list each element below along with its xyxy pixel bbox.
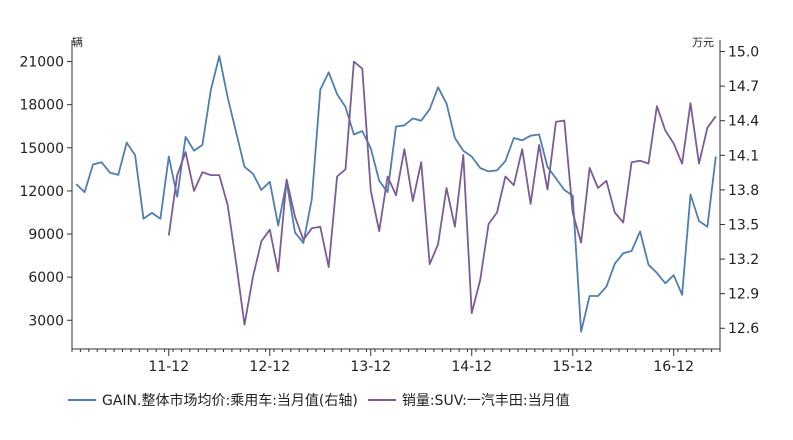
- x-axis-tick-label: 11-12: [148, 359, 189, 375]
- legend-item-avg-price: GAIN.整体市场均价:乘用车:当月值(右轴): [68, 390, 358, 410]
- x-axis-tick-label: 12-12: [249, 359, 290, 375]
- legend: GAIN.整体市场均价:乘用车:当月值(右轴) 销量:SUV:一汽丰田:当月值: [68, 390, 580, 410]
- right-axis-tick-label: 14.4: [728, 114, 759, 130]
- legend-swatch-avg-price: [68, 399, 96, 401]
- left-axis-tick-label: 21000: [19, 55, 64, 71]
- right-axis-unit: 万元: [692, 36, 714, 49]
- right-axis-tick-label: 14.7: [728, 79, 759, 95]
- left-axis-unit: 辆: [72, 35, 83, 49]
- left-axis-tick-label: 12000: [19, 184, 64, 200]
- right-axis-tick-label: 13.5: [728, 217, 759, 233]
- left-axis-tick-label: 15000: [19, 141, 64, 157]
- legend-swatch-suv-sales: [367, 399, 396, 401]
- x-axis-tick-label: 16-12: [653, 359, 694, 375]
- axes: 3000 6000 9000 12000 15000 18000 21000 12.6 12.9…: [19, 40, 759, 375]
- series-line-avg-price: [75, 55, 717, 333]
- right-axis-tick-label: 12.6: [728, 321, 759, 337]
- left-axis-tick-label: 18000: [19, 98, 64, 114]
- right-axis-tick-label: 14.1: [728, 148, 759, 164]
- left-axis-tick-label: 6000: [28, 270, 64, 286]
- x-axis-tick-label: 14-12: [451, 359, 492, 375]
- legend-label-suv-sales: 销量:SUV:一汽丰田:当月值: [401, 393, 570, 409]
- series-line-suv-sales: [167, 60, 717, 326]
- right-axis-tick-label: 13.2: [728, 252, 759, 268]
- series-layer: [75, 55, 717, 333]
- legend-item-suv-sales: 销量:SUV:一汽丰田:当月值: [367, 390, 570, 410]
- x-axis-tick-label: 15-12: [552, 359, 593, 375]
- right-axis-tick-label: 12.9: [728, 287, 759, 303]
- legend-label-avg-price: GAIN.整体市场均价:乘用车:当月值(右轴): [102, 393, 358, 409]
- right-axis-tick-label: 15.0: [728, 45, 759, 61]
- left-axis-tick-label: 3000: [28, 313, 64, 329]
- right-axis-tick-label: 13.8: [728, 183, 759, 199]
- x-axis-tick-label: 13-12: [350, 359, 391, 375]
- left-axis-tick-label: 9000: [28, 227, 64, 243]
